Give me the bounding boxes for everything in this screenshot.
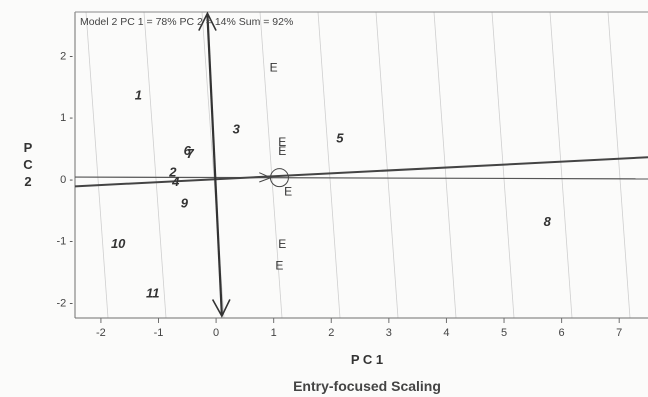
contour-line bbox=[85, 11, 109, 319]
x-tick-label: -1 bbox=[154, 327, 164, 339]
x-tick-label: 7 bbox=[616, 327, 622, 339]
pc2-projection-line bbox=[206, 15, 223, 315]
row-point-label: 2 bbox=[168, 165, 177, 180]
y-axis-label-2: 2 bbox=[24, 174, 31, 189]
row-point-label: 8 bbox=[544, 214, 552, 229]
column-point-label: E bbox=[278, 135, 286, 149]
contour-lines bbox=[85, 11, 631, 319]
y-tick-label: 0 - bbox=[60, 174, 73, 186]
x-tick-label: -2 bbox=[96, 327, 106, 339]
y-axis-label-c: C bbox=[23, 157, 33, 172]
y-tick-label: 1 - bbox=[60, 112, 73, 124]
x-tick-label: 3 bbox=[386, 327, 392, 339]
x-tick-label: 0 bbox=[213, 327, 219, 339]
y-tick-label: -1 - bbox=[57, 236, 74, 248]
row-point-label: 6 bbox=[184, 143, 192, 158]
contour-line bbox=[317, 11, 341, 319]
contour-line bbox=[433, 11, 457, 319]
chart-subtitle: Entry-focused Scaling bbox=[293, 378, 441, 394]
arrow-up-icon bbox=[198, 11, 217, 31]
row-point-label: 1 bbox=[135, 87, 142, 102]
column-point-label: E bbox=[275, 258, 283, 272]
column-point-label: E bbox=[278, 237, 286, 251]
arrow-right-icon bbox=[259, 172, 273, 183]
column-point-label: E bbox=[284, 184, 292, 198]
contour-line bbox=[143, 11, 167, 319]
contour-line bbox=[259, 11, 283, 319]
pc1-reference-line bbox=[74, 176, 648, 180]
contour-line bbox=[607, 11, 631, 319]
row-point-label: 5 bbox=[336, 131, 344, 146]
arrow-down-icon bbox=[211, 299, 231, 318]
y-tick-label: 2 - bbox=[60, 50, 73, 62]
x-axis-label: P C 1 bbox=[351, 352, 383, 367]
y-axis-label-p: P bbox=[24, 140, 33, 155]
contour-line bbox=[375, 11, 399, 319]
pc1-projection-line bbox=[74, 156, 648, 188]
row-point-label: 9 bbox=[181, 196, 189, 211]
x-tick-label: 1 bbox=[271, 327, 277, 339]
row-point-label: 11 bbox=[146, 285, 160, 300]
chart-title: Model 2 PC 1 = 78% PC 2 = 14% Sum = 92% bbox=[80, 16, 293, 28]
x-tick-label: 5 bbox=[501, 327, 507, 339]
x-tick-label: 2 bbox=[328, 327, 334, 339]
y-tick-label: -2 - bbox=[57, 298, 74, 310]
x-tick-label: 6 bbox=[559, 327, 565, 339]
row-point-label: 3 bbox=[233, 121, 241, 136]
axes: -2 -1 0 1 2 3 4 5 6 7-2 --1 -0 -1 -2 - bbox=[57, 11, 648, 339]
column-point-label: E bbox=[270, 61, 278, 75]
contour-line bbox=[549, 11, 573, 319]
column-point-label: E bbox=[278, 144, 286, 158]
row-point-label: 7 bbox=[187, 146, 195, 161]
row-point-label: 4 bbox=[171, 174, 180, 189]
x-tick-label: 4 bbox=[443, 327, 449, 339]
row-point-label: 10 bbox=[111, 236, 126, 251]
